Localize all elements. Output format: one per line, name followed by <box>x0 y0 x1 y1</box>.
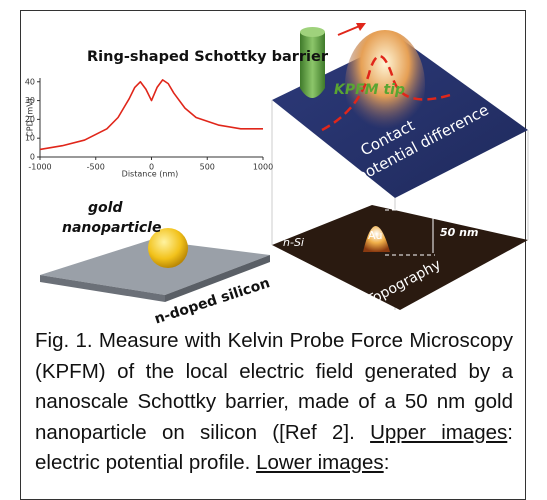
caption: Fig. 1. Measure with Kelvin Probe Force … <box>35 326 513 479</box>
page: Ring-shaped Schottky barrier KPFM tip Co… <box>0 0 547 494</box>
x-tick-label: -1000 <box>28 163 51 172</box>
particle-caption: gold <box>88 200 123 216</box>
figure: Ring-shaped Schottky barrier KPFM tip Co… <box>0 0 547 330</box>
caption-link: Upper images <box>370 421 507 444</box>
data-line <box>40 80 263 150</box>
x-axis-label: Distance (nm) <box>122 170 179 179</box>
caption-text: : <box>384 451 390 474</box>
caption-link: Lower images <box>256 451 384 474</box>
y-tick-label: 0 <box>30 153 35 162</box>
kpfm-tip <box>300 32 325 98</box>
y-axis-label: CPD (mV) <box>26 98 35 137</box>
tip-label: KPFM tip <box>334 82 405 98</box>
kpfm-tip-top <box>300 27 325 37</box>
x-tick-label: 500 <box>200 163 215 172</box>
topography-surface <box>272 205 528 310</box>
x-tick-label: -500 <box>87 163 105 172</box>
au-label: Au <box>368 229 383 242</box>
particle-caption: nanoparticle <box>62 220 161 236</box>
y-tick-label: 40 <box>25 77 35 86</box>
chart-title: Ring-shaped Schottky barrier <box>87 49 329 65</box>
n-si-label: n-Si <box>283 236 304 249</box>
x-tick-label: 1000 <box>253 163 273 172</box>
height-label: 50 nm <box>440 226 478 239</box>
